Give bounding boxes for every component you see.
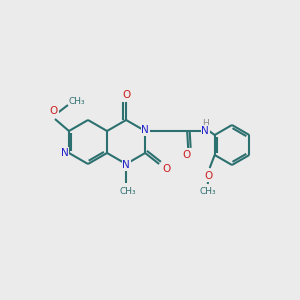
Text: CH₃: CH₃: [120, 187, 136, 196]
Text: O: O: [205, 171, 213, 181]
Text: O: O: [122, 90, 130, 100]
Text: O: O: [50, 106, 58, 116]
Text: CH₃: CH₃: [69, 97, 85, 106]
Text: H: H: [202, 119, 208, 128]
Text: N: N: [201, 126, 209, 136]
Text: N: N: [141, 125, 149, 135]
Text: N: N: [122, 160, 130, 170]
Text: O: O: [162, 164, 170, 174]
Text: CH₃: CH₃: [200, 188, 216, 196]
Text: O: O: [182, 150, 190, 160]
Text: N: N: [61, 148, 69, 158]
